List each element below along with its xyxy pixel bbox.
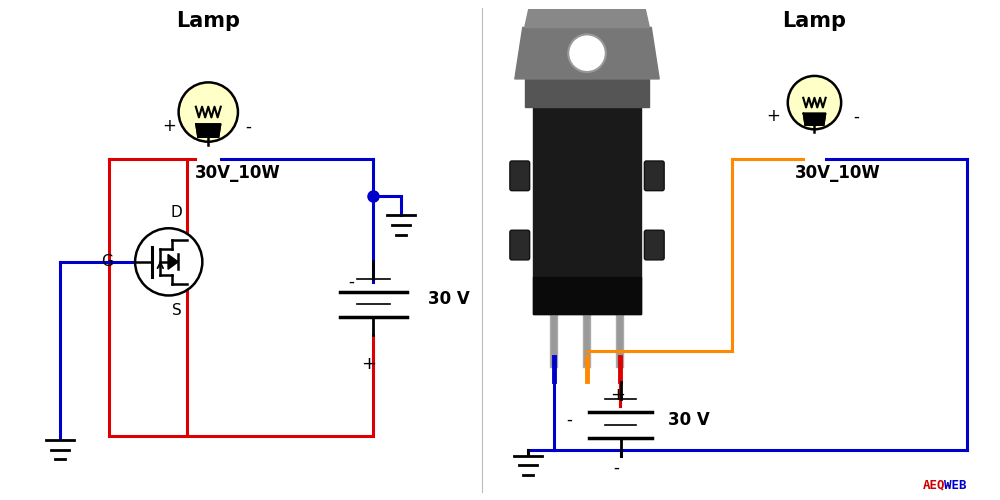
Text: -: -	[853, 108, 859, 126]
Text: Lamp: Lamp	[176, 10, 240, 30]
Text: 30V_10W: 30V_10W	[195, 164, 281, 182]
Text: S: S	[172, 304, 182, 318]
Text: 30 V: 30 V	[668, 411, 710, 429]
Polygon shape	[515, 28, 659, 79]
Circle shape	[179, 82, 238, 142]
Polygon shape	[533, 276, 641, 314]
Text: +: +	[766, 108, 780, 126]
Polygon shape	[533, 106, 641, 314]
Polygon shape	[168, 254, 178, 270]
Polygon shape	[196, 124, 221, 138]
Text: 30 V: 30 V	[428, 290, 470, 308]
Text: 30V_10W: 30V_10W	[795, 164, 881, 182]
Circle shape	[568, 34, 606, 72]
Text: +: +	[610, 386, 625, 404]
FancyBboxPatch shape	[510, 161, 530, 190]
Polygon shape	[525, 10, 649, 28]
Text: D: D	[171, 206, 183, 220]
Text: AEQ-: AEQ-	[923, 479, 953, 492]
Text: -: -	[349, 272, 355, 290]
Polygon shape	[803, 114, 826, 126]
Text: WEB: WEB	[944, 479, 967, 492]
FancyBboxPatch shape	[644, 230, 664, 260]
FancyBboxPatch shape	[510, 230, 530, 260]
FancyBboxPatch shape	[644, 161, 664, 190]
Circle shape	[135, 228, 202, 296]
Text: Lamp: Lamp	[782, 10, 846, 30]
Text: G: G	[101, 254, 113, 270]
Text: +: +	[162, 118, 176, 136]
Circle shape	[788, 76, 841, 130]
Text: -: -	[613, 458, 619, 476]
Text: -: -	[245, 118, 251, 136]
Text: +: +	[361, 354, 376, 372]
Text: -: -	[566, 411, 572, 429]
Polygon shape	[525, 79, 649, 106]
